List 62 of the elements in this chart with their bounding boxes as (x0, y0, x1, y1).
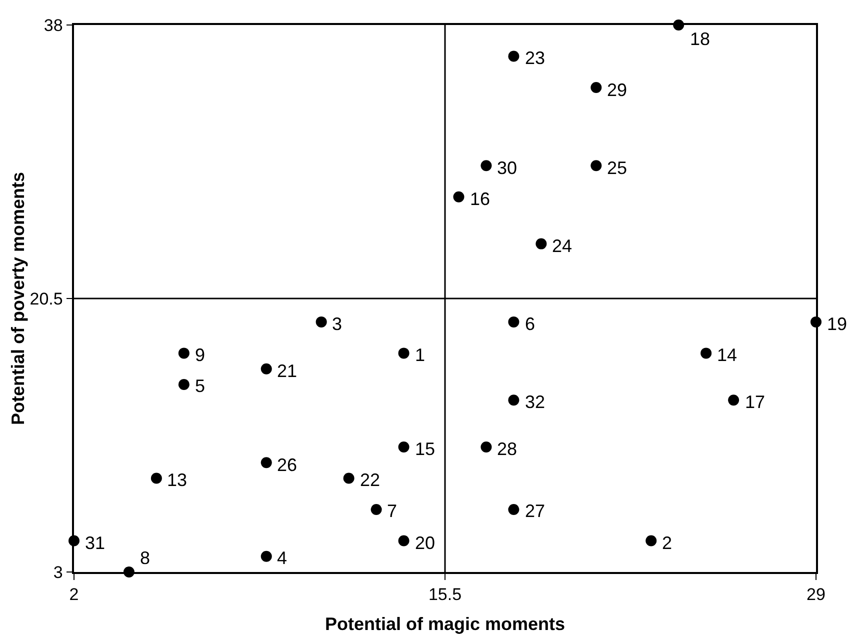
point (590, 82, 602, 94)
annotation: 28 (497, 439, 518, 459)
annotation: 20 (415, 533, 436, 553)
point (728, 394, 740, 406)
annotation: 3 (332, 314, 342, 334)
point (343, 472, 354, 484)
point (316, 316, 327, 328)
annotation: 27 (525, 501, 546, 521)
point (260, 550, 272, 562)
point (480, 160, 492, 172)
annotation: 31 (85, 533, 106, 553)
annotation: 21 (277, 361, 298, 381)
annotation: 1 (415, 345, 426, 365)
annotation: 18 (690, 29, 710, 49)
point (508, 394, 520, 406)
annotation: 19 (827, 314, 848, 334)
point (178, 348, 190, 359)
x-tick-label: 15.5 (428, 585, 462, 604)
x-tick-label: 29 (806, 585, 826, 604)
y-tick-label: 20.5 (30, 289, 63, 308)
y-tick-label: 38 (44, 16, 63, 35)
point (178, 378, 190, 390)
annotation: 7 (387, 501, 398, 521)
point (646, 535, 657, 546)
annotation: 24 (552, 236, 572, 256)
annotation: 32 (525, 392, 546, 412)
x-tick-label: 2 (69, 585, 79, 604)
y-tick-label: 3 (53, 562, 63, 582)
point (453, 191, 464, 202)
annotation: 29 (607, 80, 628, 100)
point (150, 472, 162, 484)
point (398, 348, 410, 359)
annotation: 2 (662, 533, 672, 553)
annotation: 23 (525, 48, 546, 68)
annotation: 9 (195, 345, 206, 365)
point (260, 457, 272, 468)
annotation: 6 (525, 314, 536, 334)
annotation: 5 (195, 376, 206, 396)
point (508, 50, 520, 62)
point (398, 441, 410, 452)
annotation: 15 (415, 439, 436, 459)
annotation: 13 (167, 470, 188, 490)
annotation: 14 (717, 345, 738, 365)
point (480, 441, 492, 452)
point (536, 238, 547, 250)
annotation: 4 (277, 548, 288, 568)
annotation: 25 (607, 158, 628, 178)
annotation: 17 (745, 392, 766, 412)
point (398, 535, 410, 546)
point (508, 504, 520, 515)
point (260, 363, 272, 374)
point (590, 160, 602, 172)
annotation: 8 (140, 548, 150, 568)
point (508, 316, 520, 328)
annotation: 16 (470, 189, 490, 209)
point (370, 504, 382, 515)
x-axis-title: Potential of magic moments (324, 614, 566, 634)
point (700, 348, 712, 359)
annotation: 26 (277, 455, 298, 475)
annotation: 22 (360, 470, 380, 490)
y-axis-title: Potential of poverty moments (8, 172, 28, 426)
annotation: 30 (497, 158, 518, 178)
